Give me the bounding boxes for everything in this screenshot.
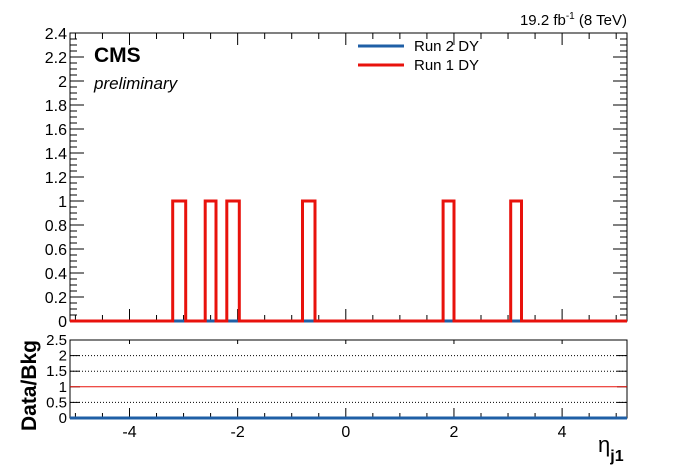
ratio-y-axis: 00.511.522.5 <box>46 332 627 427</box>
ratio-y-tick-label: 1 <box>59 379 67 396</box>
series-line-run-1-dy <box>70 199 627 323</box>
main-y-axis: 0 0.2 0.4 0.6 0.8 1 1.2 1.4 1.6 1.8 2 2.2 2.4 <box>45 26 627 331</box>
y-tick-label: 0.4 <box>45 266 67 283</box>
y-tick-label: 2.2 <box>45 50 67 67</box>
ratio-grid <box>70 355 627 403</box>
ratio-y-tick-label: 0 <box>59 410 67 427</box>
y-tick-label: 0.8 <box>45 218 67 235</box>
ratio-y-tick-label: 0.5 <box>46 394 67 411</box>
ratio-panel: 00.511.522.5 -4 -2 0 2 4 Data/Bkg <box>18 332 628 441</box>
x-tick-label: -4 <box>122 424 136 441</box>
y-tick-label: 2 <box>58 74 67 91</box>
x-tick-label: 2 <box>449 424 458 441</box>
ratio-x-axis: -4 -2 0 2 4 <box>74 340 617 441</box>
ratio-y-tick-label: 2.5 <box>46 332 67 349</box>
ratio-y-axis-label: Data/Bkg <box>18 340 41 431</box>
y-tick-label: 0 <box>58 314 67 331</box>
y-tick-label: 0.2 <box>45 290 67 307</box>
y-tick-label: 0.6 <box>45 242 67 259</box>
y-tick-label: 1.6 <box>45 122 67 139</box>
main-panel: 0 0.2 0.4 0.6 0.8 1 1.2 1.4 1.6 1.8 2 2.2 2.4 CMS pr… <box>45 26 628 331</box>
x-axis-label-subscript: j1 <box>609 448 623 465</box>
lumi-value: 19.2 fb <box>520 12 566 29</box>
x-axis-label-symbol: η <box>598 432 610 457</box>
main-series <box>70 199 627 323</box>
cms-sublabel: preliminary <box>93 74 179 93</box>
lumi-label: 19.2 fb-1 (8 TeV) <box>520 11 627 29</box>
ratio-plot-frame <box>69 339 628 419</box>
ratio-y-tick-label: 2 <box>59 348 67 365</box>
x-tick-label: 4 <box>558 424 567 441</box>
x-axis-label: ηj1 <box>598 432 624 465</box>
y-tick-label: 1 <box>58 194 67 211</box>
legend-label: Run 1 DY <box>414 57 479 74</box>
y-tick-label: 1.4 <box>45 146 67 163</box>
lumi-exponent: -1 <box>566 11 575 22</box>
y-tick-label: 1.2 <box>45 170 67 187</box>
ratio-y-tick-label: 1.5 <box>46 363 67 380</box>
ratio-lines <box>70 386 627 420</box>
y-tick-label: 2.4 <box>45 26 67 43</box>
x-tick-label: 0 <box>341 424 350 441</box>
x-tick-label: -2 <box>231 424 245 441</box>
y-tick-label: 1.8 <box>45 98 67 115</box>
cms-label: CMS <box>94 44 141 67</box>
legend-label: Run 2 DY <box>414 38 479 55</box>
lumi-energy: (8 TeV) <box>575 12 627 29</box>
legend: Run 2 DY Run 1 DY <box>358 38 479 74</box>
